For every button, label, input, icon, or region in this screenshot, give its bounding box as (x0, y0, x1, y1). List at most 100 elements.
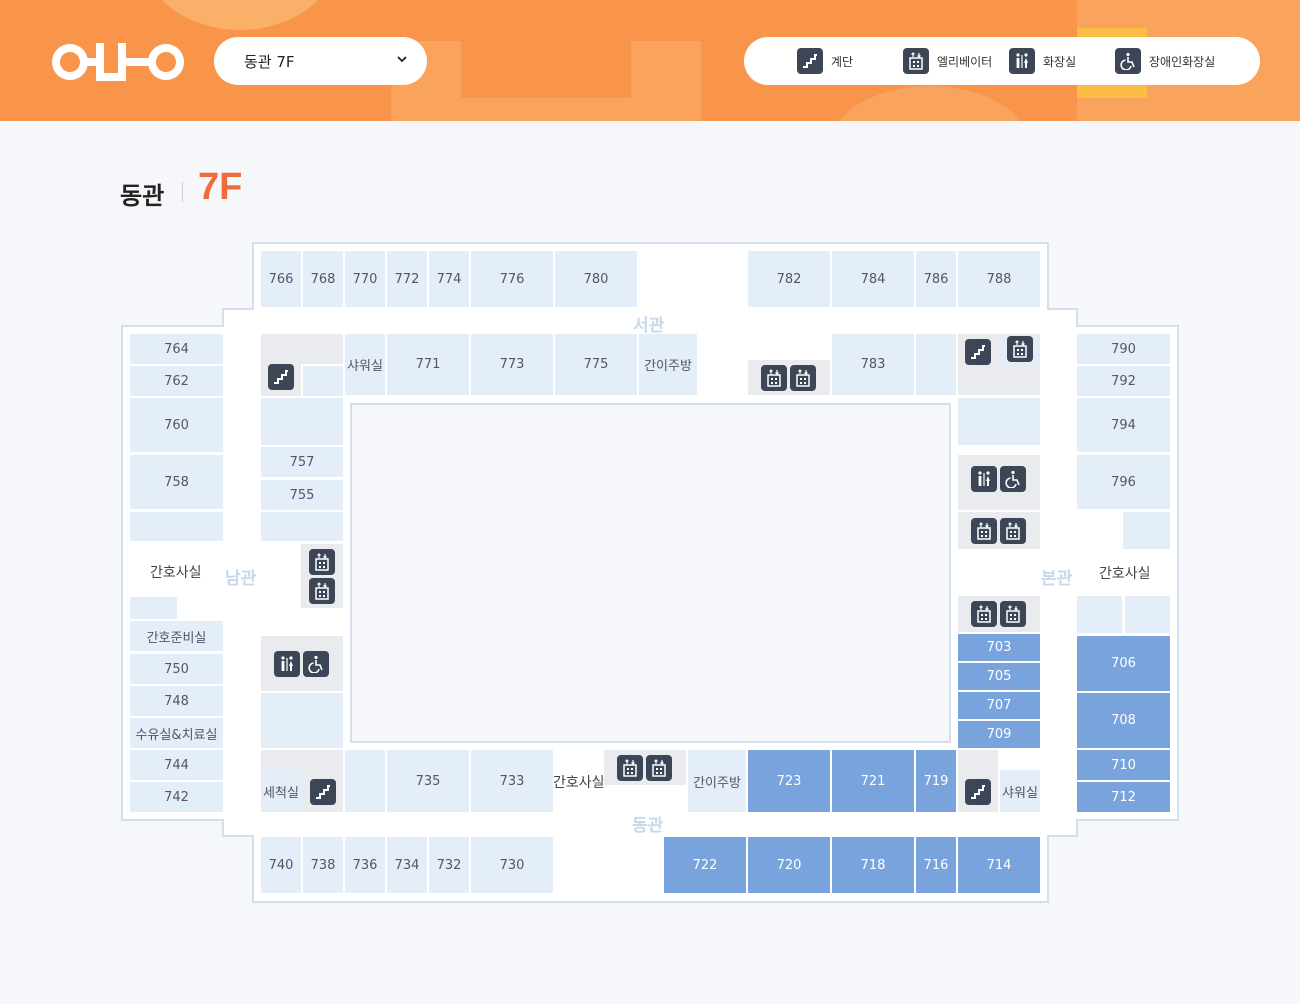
room-733[interactable]: 733 (471, 750, 553, 812)
elevator-icon[interactable] (790, 365, 816, 391)
room-780[interactable]: 780 (555, 251, 637, 307)
room-784[interactable]: 784 (832, 251, 914, 307)
room-748[interactable]: 748 (130, 686, 223, 716)
room-735[interactable]: 735 (387, 750, 469, 812)
room-740[interactable]: 740 (261, 837, 301, 893)
stairs-icon[interactable] (268, 364, 294, 390)
room-721[interactable]: 721 (832, 750, 914, 812)
room-790[interactable]: 790 (1077, 334, 1170, 364)
room-719[interactable]: 719 (916, 750, 956, 812)
room-unlabeled[interactable] (261, 398, 343, 445)
room-775[interactable]: 775 (555, 334, 637, 395)
room-720[interactable]: 720 (748, 837, 830, 893)
room-unlabeled[interactable] (261, 693, 343, 748)
room-706[interactable]: 706 (1077, 636, 1170, 691)
room-wash[interactable]: 세척실 (261, 770, 301, 812)
stairs-icon[interactable] (310, 779, 336, 805)
stairs-icon[interactable] (965, 339, 991, 365)
room-722[interactable]: 722 (664, 837, 746, 893)
hospital-logo[interactable] (50, 41, 190, 83)
chevron-down-icon (397, 56, 407, 63)
room-unlabeled[interactable] (345, 750, 385, 812)
elevator-icon[interactable] (309, 549, 335, 575)
elevator-icon[interactable] (1000, 518, 1026, 544)
room-nurse-station-west[interactable]: 간호사실 (150, 565, 202, 581)
room-705[interactable]: 705 (958, 663, 1040, 690)
room-776[interactable]: 776 (471, 251, 553, 307)
building-floor-select[interactable]: 동관 7F (214, 37, 427, 85)
room-771[interactable]: 771 (387, 334, 469, 395)
room-treatment[interactable]: 수유실&치료실 (130, 718, 223, 748)
room-734[interactable]: 734 (387, 837, 427, 893)
room-unlabeled[interactable] (1123, 512, 1170, 549)
room-762[interactable]: 762 (130, 366, 223, 396)
room-768[interactable]: 768 (303, 251, 343, 307)
stair-area-nw (261, 334, 343, 364)
room-796[interactable]: 796 (1077, 455, 1170, 509)
room-742[interactable]: 742 (130, 782, 223, 812)
room-770[interactable]: 770 (345, 251, 385, 307)
room-kitchen-south[interactable]: 간이주방 (688, 750, 746, 812)
room-723[interactable]: 723 (748, 750, 830, 812)
page-title-floor: 7F (198, 166, 243, 208)
room-unlabeled[interactable] (958, 398, 1040, 445)
room-757[interactable]: 757 (261, 447, 343, 477)
room-nurse-station-south[interactable]: 간호사실 (553, 775, 605, 791)
room-714[interactable]: 714 (958, 837, 1040, 893)
wheelchair-icon[interactable] (1000, 466, 1026, 492)
room-792[interactable]: 792 (1077, 366, 1170, 396)
room-774[interactable]: 774 (429, 251, 469, 307)
room-766[interactable]: 766 (261, 251, 301, 307)
room-703[interactable]: 703 (958, 634, 1040, 661)
room-773[interactable]: 773 (471, 334, 553, 395)
room-unlabeled[interactable] (916, 334, 956, 395)
room-unlabeled[interactable] (1077, 596, 1122, 633)
room-707[interactable]: 707 (958, 692, 1040, 719)
elevator-icon[interactable] (617, 755, 643, 781)
room-758[interactable]: 758 (130, 455, 223, 509)
elevator-icon[interactable] (761, 365, 787, 391)
room-732[interactable]: 732 (429, 837, 469, 893)
room-730[interactable]: 730 (471, 837, 553, 893)
legend: 계단 엘리베이터 화장실 장애인화장실 (744, 37, 1260, 85)
room-783[interactable]: 783 (832, 334, 914, 395)
stairs-icon[interactable] (965, 779, 991, 805)
elevator-icon[interactable] (971, 518, 997, 544)
room-kitchen-north[interactable]: 간이주방 (639, 334, 697, 395)
elevator-icon[interactable] (646, 755, 672, 781)
room-shower-south[interactable]: 샤워실 (1000, 770, 1040, 812)
restroom-icon[interactable] (274, 651, 300, 677)
room-738[interactable]: 738 (303, 837, 343, 893)
elevator-icon[interactable] (309, 578, 335, 604)
room-unlabeled[interactable] (130, 512, 223, 541)
room-718[interactable]: 718 (832, 837, 914, 893)
elevator-icon[interactable] (1000, 601, 1026, 627)
room-772[interactable]: 772 (387, 251, 427, 307)
room-755[interactable]: 755 (261, 480, 343, 510)
elevator-icon[interactable] (1007, 336, 1033, 362)
room-unlabeled[interactable] (303, 366, 343, 396)
room-708[interactable]: 708 (1077, 693, 1170, 748)
room-716[interactable]: 716 (916, 837, 956, 893)
room-764[interactable]: 764 (130, 334, 223, 364)
room-786[interactable]: 786 (916, 251, 956, 307)
room-nurse-station-east[interactable]: 간호사실 (1099, 566, 1151, 582)
wheelchair-icon[interactable] (303, 651, 329, 677)
elevator-icon[interactable] (971, 601, 997, 627)
room-736[interactable]: 736 (345, 837, 385, 893)
room-709[interactable]: 709 (958, 721, 1040, 748)
room-744[interactable]: 744 (130, 750, 223, 780)
room-750[interactable]: 750 (130, 654, 223, 684)
room-unlabeled[interactable] (261, 512, 343, 541)
room-unlabeled[interactable] (1125, 596, 1170, 633)
room-712[interactable]: 712 (1077, 782, 1170, 812)
room-710[interactable]: 710 (1077, 750, 1170, 780)
room-788[interactable]: 788 (958, 251, 1040, 307)
room-unlabeled[interactable] (130, 597, 177, 619)
room-760[interactable]: 760 (130, 398, 223, 452)
room-shower-north[interactable]: 샤워실 (345, 334, 385, 395)
room-794[interactable]: 794 (1077, 398, 1170, 452)
room-782[interactable]: 782 (748, 251, 830, 307)
restroom-icon[interactable] (971, 466, 997, 492)
room-nurse-prep[interactable]: 간호준비실 (130, 621, 223, 651)
